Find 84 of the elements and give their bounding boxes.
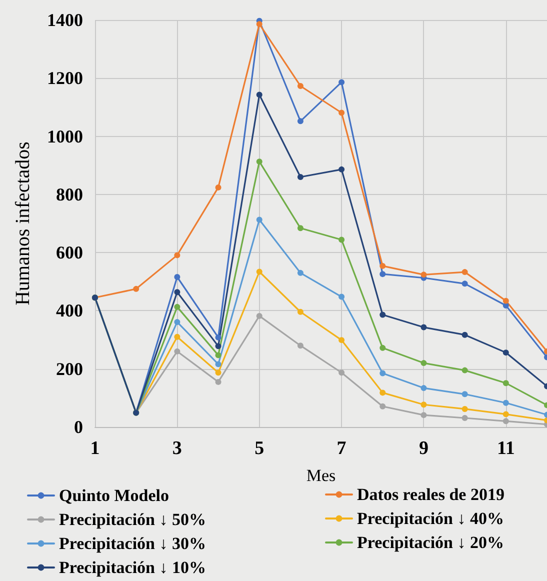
point	[462, 367, 468, 374]
point	[338, 166, 345, 172]
point	[420, 324, 427, 330]
y-tick-label: 800	[56, 184, 83, 204]
point	[380, 403, 386, 410]
point	[297, 270, 304, 276]
point	[297, 82, 304, 89]
x-tick-label: 5	[254, 438, 264, 459]
point	[462, 406, 468, 412]
point	[256, 268, 262, 275]
point	[215, 184, 222, 190]
point	[338, 337, 345, 344]
x-tick-label: 1	[90, 438, 100, 459]
point	[338, 236, 345, 243]
legend-label: Datos reales de 2019	[357, 485, 504, 504]
point	[174, 334, 180, 340]
point	[297, 342, 304, 349]
point	[174, 274, 180, 280]
point	[174, 252, 180, 258]
point	[297, 225, 304, 232]
point	[462, 280, 468, 287]
point	[256, 92, 262, 98]
point	[380, 370, 386, 376]
point	[380, 271, 386, 278]
point	[338, 370, 345, 376]
point	[502, 418, 509, 424]
legend-label: Precipitación ↓ 50%	[59, 510, 206, 529]
point	[174, 348, 180, 354]
point	[502, 400, 509, 406]
point	[380, 344, 386, 351]
point	[502, 411, 509, 418]
y-tick-label: 1200	[47, 68, 83, 88]
point	[502, 380, 509, 386]
point	[133, 286, 140, 292]
y-axis-title: Humanos infectados	[12, 141, 34, 306]
point	[174, 289, 180, 296]
y-tick-label: 400	[56, 300, 83, 321]
point	[502, 298, 509, 304]
legend-label: Precipitación ↓ 40%	[357, 509, 504, 528]
y-tick-label: 0	[74, 417, 83, 437]
x-tick-label: 7	[336, 438, 347, 459]
point	[215, 352, 222, 358]
point	[462, 414, 468, 421]
point	[174, 304, 180, 310]
point	[338, 294, 345, 300]
point	[502, 350, 509, 356]
legend-label: Quinto Modelo	[59, 486, 170, 505]
y-tick-label: 1000	[47, 126, 83, 146]
point	[256, 158, 262, 165]
point	[297, 308, 304, 315]
x-tick-label: 9	[418, 438, 428, 459]
point	[215, 361, 222, 368]
point	[420, 360, 427, 366]
point	[420, 412, 427, 418]
point	[215, 370, 222, 376]
point	[297, 174, 304, 180]
point	[462, 391, 468, 398]
point	[256, 216, 262, 223]
legend-label: Precipitación ↓ 20%	[357, 533, 504, 552]
point	[462, 269, 468, 276]
x-tick-label: 3	[172, 438, 182, 459]
point	[297, 118, 304, 124]
point	[256, 312, 262, 319]
point	[462, 332, 468, 338]
point	[338, 110, 345, 116]
point	[420, 272, 427, 278]
point	[215, 334, 222, 340]
point	[174, 319, 180, 326]
x-axis-title: Mes	[306, 466, 336, 485]
point	[380, 262, 386, 269]
y-tick-label: 200	[56, 358, 83, 379]
point	[256, 21, 262, 28]
y-tick-label: 1400	[47, 10, 83, 30]
point	[380, 390, 386, 396]
point	[215, 378, 222, 385]
y-tick-label: 600	[56, 242, 83, 263]
point	[338, 79, 345, 86]
point	[420, 385, 427, 392]
legend-label: Precipitación ↓ 30%	[59, 534, 206, 553]
x-tick-label: 11	[496, 438, 515, 459]
point	[420, 402, 427, 408]
point	[380, 312, 386, 318]
legend-label: Precipitación ↓ 10%	[59, 558, 206, 577]
point	[215, 343, 222, 350]
